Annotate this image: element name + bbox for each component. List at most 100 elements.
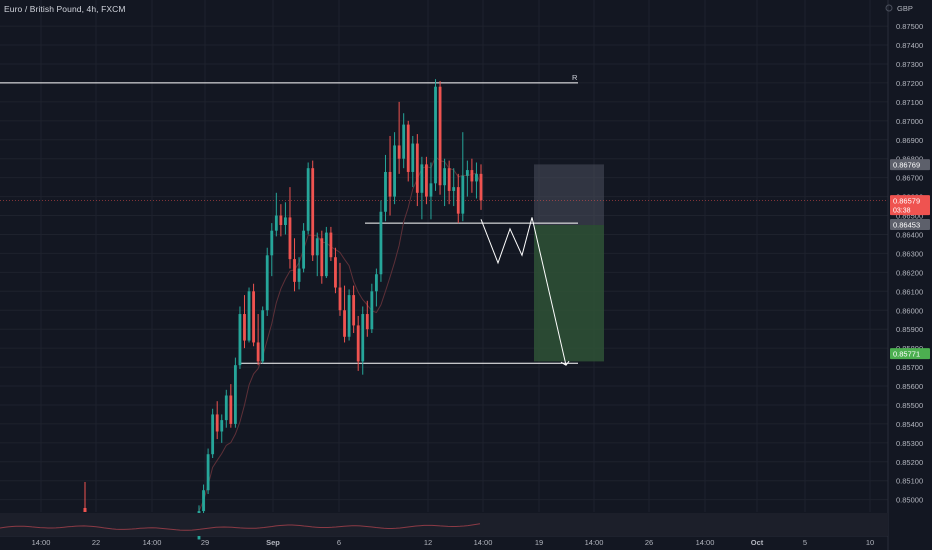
top-zone-price-tag-bg [890, 159, 930, 171]
candle [347, 289, 351, 341]
y-tick-label: 0.85100 [896, 477, 923, 486]
candle-body [338, 287, 342, 311]
candle [465, 160, 469, 197]
candle-body [374, 274, 378, 292]
y-tick-label: 0.85700 [896, 363, 923, 372]
candle-body [306, 168, 310, 231]
candle [202, 484, 205, 519]
candle-body [302, 230, 306, 269]
candle-body [470, 170, 474, 182]
y-tick-label: 0.86100 [896, 287, 923, 296]
indicator-pane [0, 513, 888, 536]
top-zone-price-tag-text: 0.86769 [893, 161, 920, 170]
candle [447, 160, 451, 205]
moving-average-line [198, 155, 482, 512]
x-tick-label: 26 [645, 538, 653, 547]
x-tick-label: 12 [424, 538, 432, 547]
candle [475, 162, 478, 199]
candle-body [415, 143, 419, 193]
candle-body [238, 314, 242, 366]
candle-body [434, 86, 437, 184]
current-price-bg [890, 195, 930, 216]
chart-title: Euro / British Pound, 4h, FXCM [4, 4, 126, 14]
candle [306, 162, 310, 235]
candle-body [284, 217, 287, 226]
candle [356, 315, 360, 371]
candle [411, 135, 415, 188]
candle [434, 79, 437, 191]
candle-body [265, 255, 269, 311]
candle-body [311, 168, 315, 256]
candle [229, 384, 233, 428]
x-tick-label: 14:00 [143, 538, 162, 547]
candle [279, 204, 283, 237]
candle-body [429, 183, 433, 197]
stop-price-tag-bg [890, 348, 930, 360]
candle [83, 482, 87, 512]
candle-body [261, 310, 265, 362]
candle-body [356, 325, 360, 362]
y-tick-label: 0.85200 [896, 458, 923, 467]
candle [297, 257, 301, 290]
candle-body [397, 145, 401, 159]
candle [402, 113, 406, 169]
candle [247, 287, 251, 343]
y-tick-label: 0.87400 [896, 41, 923, 50]
candle [224, 389, 228, 428]
candle-body [452, 187, 456, 191]
current-price-tag: 0.86579 03:38 [890, 195, 930, 216]
candle [370, 283, 374, 333]
resistance-label: R [572, 73, 578, 82]
candle [329, 226, 333, 261]
y-tick-label: 0.86200 [896, 268, 923, 277]
countdown-text: 03:38 [893, 208, 911, 215]
candle [452, 168, 456, 207]
candle-body [220, 420, 224, 432]
candle [334, 247, 337, 294]
time-axis[interactable]: 14:00 22 14:00 29 Sep 6 12 14:00 19 14:00 26 14:00 O… [32, 538, 875, 547]
settings-icon[interactable] [884, 3, 894, 13]
candle-body [252, 291, 255, 343]
candle-body [438, 86, 442, 186]
candle [293, 238, 296, 292]
position-zones [534, 164, 604, 362]
candle-body [279, 215, 283, 226]
candle-body [420, 164, 424, 193]
candle-body [465, 170, 469, 176]
candle [352, 285, 356, 333]
candle-body [370, 291, 374, 330]
candle-body [293, 259, 296, 282]
candle [311, 160, 315, 261]
candle-body [320, 238, 324, 277]
stop-price-tag: 0.85771 [890, 348, 930, 360]
x-tick-label: 22 [92, 538, 100, 547]
candle [429, 162, 433, 220]
x-tick-label: 10 [866, 538, 874, 547]
candle-body [443, 168, 447, 186]
x-tick-label: 6 [337, 538, 341, 547]
candle-body [456, 187, 460, 214]
candle [388, 135, 392, 216]
entry-price-tag: 0.86453 [890, 218, 930, 230]
take-profit-zone [534, 225, 604, 362]
candle-body [229, 395, 233, 424]
y-tick-label: 0.87100 [896, 98, 923, 107]
candle [443, 158, 447, 207]
candle [252, 283, 255, 347]
candle [243, 295, 246, 349]
stop-price-tag-text: 0.85771 [893, 350, 920, 359]
candle-body [243, 314, 246, 341]
x-tick-label: 19 [535, 538, 543, 547]
candle [302, 223, 306, 273]
candle-body [425, 164, 428, 197]
candle-body [270, 230, 274, 256]
candle-body [247, 291, 251, 341]
candle-body [274, 215, 278, 231]
candle [384, 154, 387, 222]
y-tick-label: 0.85000 [896, 496, 923, 505]
y-tick-label: 0.85400 [896, 420, 923, 429]
candle [220, 414, 224, 443]
candle [338, 262, 342, 316]
